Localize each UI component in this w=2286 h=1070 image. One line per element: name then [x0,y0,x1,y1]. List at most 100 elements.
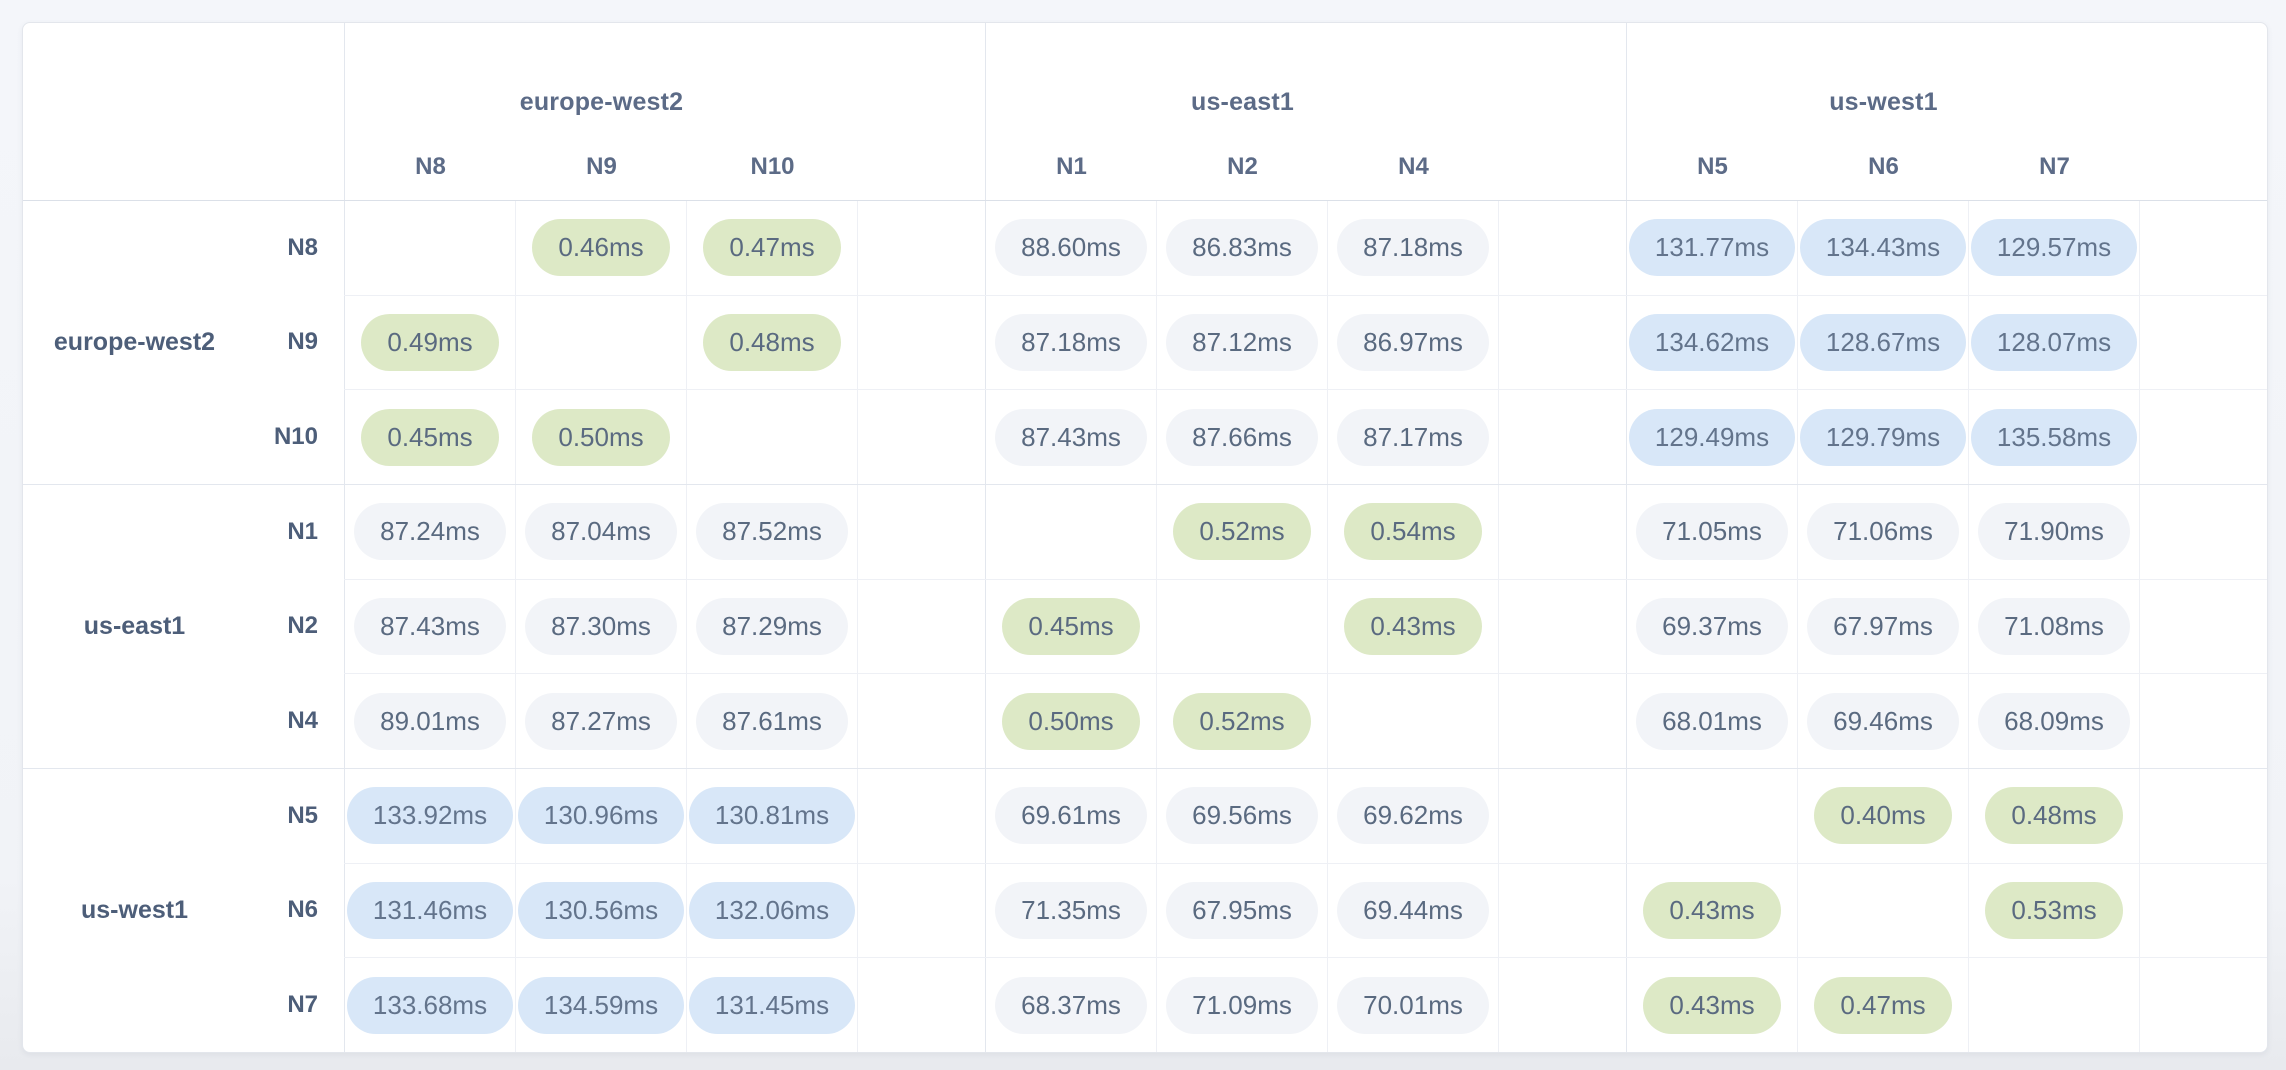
latency-pill[interactable]: 87.29ms [696,598,848,655]
latency-pill[interactable]: 129.79ms [1799,408,1967,466]
latency-pill[interactable]: 87.18ms [995,314,1147,371]
latency-pill[interactable]: 128.67ms [1799,314,1967,371]
latency-pill[interactable]: 0.48ms [1985,787,2123,845]
latency-cell-self [1328,674,1499,769]
latency-pill[interactable]: 87.24ms [354,503,506,561]
matrix-row: 0.46ms 0.47ms 88.60ms 86.83ms 87.18ms 131.77m… [344,201,2267,295]
cell-group-cells: 0.49ms 0.48ms [345,295,858,390]
latency-pill[interactable]: 0.43ms [1344,598,1482,655]
latency-pill[interactable]: 71.35ms [995,882,1147,939]
latency-pill[interactable]: 0.50ms [1002,692,1140,750]
latency-pill[interactable]: 87.43ms [995,408,1147,466]
latency-pill[interactable]: 68.37ms [995,976,1147,1034]
latency-pill[interactable]: 131.77ms [1628,219,1796,277]
row-node-label: N10 [273,422,318,450]
latency-pill[interactable]: 0.45ms [1002,598,1140,655]
latency-pill[interactable]: 131.45ms [688,976,856,1034]
matrix-row: 0.45ms 0.50ms 87.43ms 87.66ms 87.17ms 129.49m… [344,389,2267,485]
latency-pill[interactable]: 0.48ms [703,314,841,371]
latency-pill[interactable]: 69.37ms [1636,598,1788,655]
latency-pill[interactable]: 68.09ms [1978,692,2130,750]
latency-pill[interactable]: 87.52ms [696,503,848,561]
latency-pill[interactable]: 87.30ms [525,598,677,655]
column-group-header: us-east1 N1 N2 N4 [985,23,1626,200]
matrix-row: 133.92ms 130.96ms 130.81ms 69.61ms 69.56ms 69… [344,769,2267,863]
cell-group-cells: 131.46ms 130.56ms 132.06ms [345,863,858,958]
latency-pill[interactable]: 86.97ms [1337,314,1489,371]
latency-pill[interactable]: 0.54ms [1344,503,1482,561]
latency-pill[interactable]: 87.43ms [354,598,506,655]
latency-pill[interactable]: 87.66ms [1166,408,1318,466]
latency-cell: 87.12ms [1157,295,1328,390]
cell-group: 0.45ms 0.43ms [985,579,1626,674]
latency-pill[interactable]: 87.61ms [696,692,848,750]
latency-pill[interactable]: 130.81ms [688,787,856,845]
latency-pill[interactable]: 70.01ms [1337,976,1489,1034]
latency-pill[interactable]: 69.62ms [1337,787,1489,845]
latency-pill[interactable]: 135.58ms [1970,408,2138,466]
row-group-rows: 133.92ms 130.96ms 130.81ms 69.61ms 69.56ms 69… [344,769,2267,1052]
latency-cell: 70.01ms [1328,958,1499,1052]
row-node-label: N2 [287,612,318,640]
cell-group: 134.62ms 128.67ms 128.07ms [1626,295,2267,390]
latency-pill[interactable]: 134.43ms [1799,219,1967,277]
latency-pill[interactable]: 0.49ms [361,314,499,371]
latency-pill[interactable]: 133.68ms [346,976,514,1034]
latency-cell: 0.43ms [1328,579,1499,674]
latency-pill[interactable]: 0.43ms [1643,976,1781,1034]
latency-pill[interactable]: 87.27ms [525,692,677,750]
latency-pill[interactable]: 0.50ms [532,408,670,466]
latency-pill[interactable]: 71.05ms [1636,503,1788,561]
latency-pill[interactable]: 131.46ms [346,882,514,939]
latency-pill[interactable]: 128.07ms [1970,314,2138,371]
latency-pill[interactable]: 69.46ms [1807,692,1959,750]
latency-pill[interactable]: 0.46ms [532,219,670,277]
cell-group-cells: 68.37ms 71.09ms 70.01ms [986,958,1499,1052]
latency-pill[interactable]: 130.96ms [517,787,685,845]
latency-pill[interactable]: 68.01ms [1636,692,1788,750]
cell-group: 131.77ms 134.43ms 129.57ms [1626,201,2267,295]
latency-pill[interactable]: 69.56ms [1166,787,1318,845]
latency-pill[interactable]: 69.61ms [995,787,1147,845]
latency-pill[interactable]: 132.06ms [688,882,856,939]
latency-cell-self [345,201,516,295]
latency-pill[interactable]: 134.59ms [517,976,685,1034]
latency-pill[interactable]: 67.95ms [1166,882,1318,939]
latency-pill[interactable]: 87.04ms [525,503,677,561]
latency-pill[interactable]: 0.52ms [1173,692,1311,750]
latency-cell: 69.61ms [986,769,1157,863]
cell-group-cells: 69.37ms 67.97ms 71.08ms [1627,579,2140,674]
latency-pill[interactable]: 87.18ms [1337,219,1489,277]
latency-pill[interactable]: 0.53ms [1985,882,2123,939]
latency-pill[interactable]: 67.97ms [1807,598,1959,655]
latency-pill[interactable]: 71.08ms [1978,598,2130,655]
latency-pill[interactable]: 71.90ms [1978,503,2130,561]
latency-pill[interactable]: 89.01ms [354,692,506,750]
latency-pill[interactable]: 129.49ms [1628,408,1796,466]
latency-pill[interactable]: 0.47ms [1814,976,1952,1034]
latency-pill[interactable]: 87.17ms [1337,408,1489,466]
cell-group: 0.49ms 0.48ms [344,295,985,390]
latency-pill[interactable]: 71.06ms [1807,503,1959,561]
latency-pill[interactable]: 129.57ms [1970,219,2138,277]
latency-pill[interactable]: 0.40ms [1814,787,1952,845]
latency-cell: 88.60ms [986,201,1157,295]
latency-cell: 71.08ms [1969,579,2140,674]
latency-pill[interactable]: 86.83ms [1166,219,1318,277]
latency-pill[interactable]: 0.52ms [1173,503,1311,561]
latency-pill[interactable]: 0.47ms [703,219,841,277]
latency-pill[interactable]: 71.09ms [1166,976,1318,1034]
latency-pill[interactable]: 0.45ms [361,408,499,466]
matrix-row: 0.49ms 0.48ms 87.18ms 87.12ms 86.97ms 134.62m… [344,294,2267,390]
row-group: europe-west2 N8 N9 N10 0.46ms 0.47ms 88.60ms 86… [23,201,2267,485]
latency-pill[interactable]: 133.92ms [346,787,514,845]
latency-pill[interactable]: 69.44ms [1337,882,1489,939]
latency-pill[interactable]: 0.43ms [1643,882,1781,939]
latency-pill[interactable]: 88.60ms [995,219,1147,277]
latency-cell-self [1969,958,2140,1052]
latency-pill[interactable]: 87.12ms [1166,314,1318,371]
matrix-row: 131.46ms 130.56ms 132.06ms 71.35ms 67.95ms 69… [344,862,2267,958]
latency-cell-self [516,295,687,390]
latency-pill[interactable]: 134.62ms [1628,314,1796,371]
latency-pill[interactable]: 130.56ms [517,882,685,939]
